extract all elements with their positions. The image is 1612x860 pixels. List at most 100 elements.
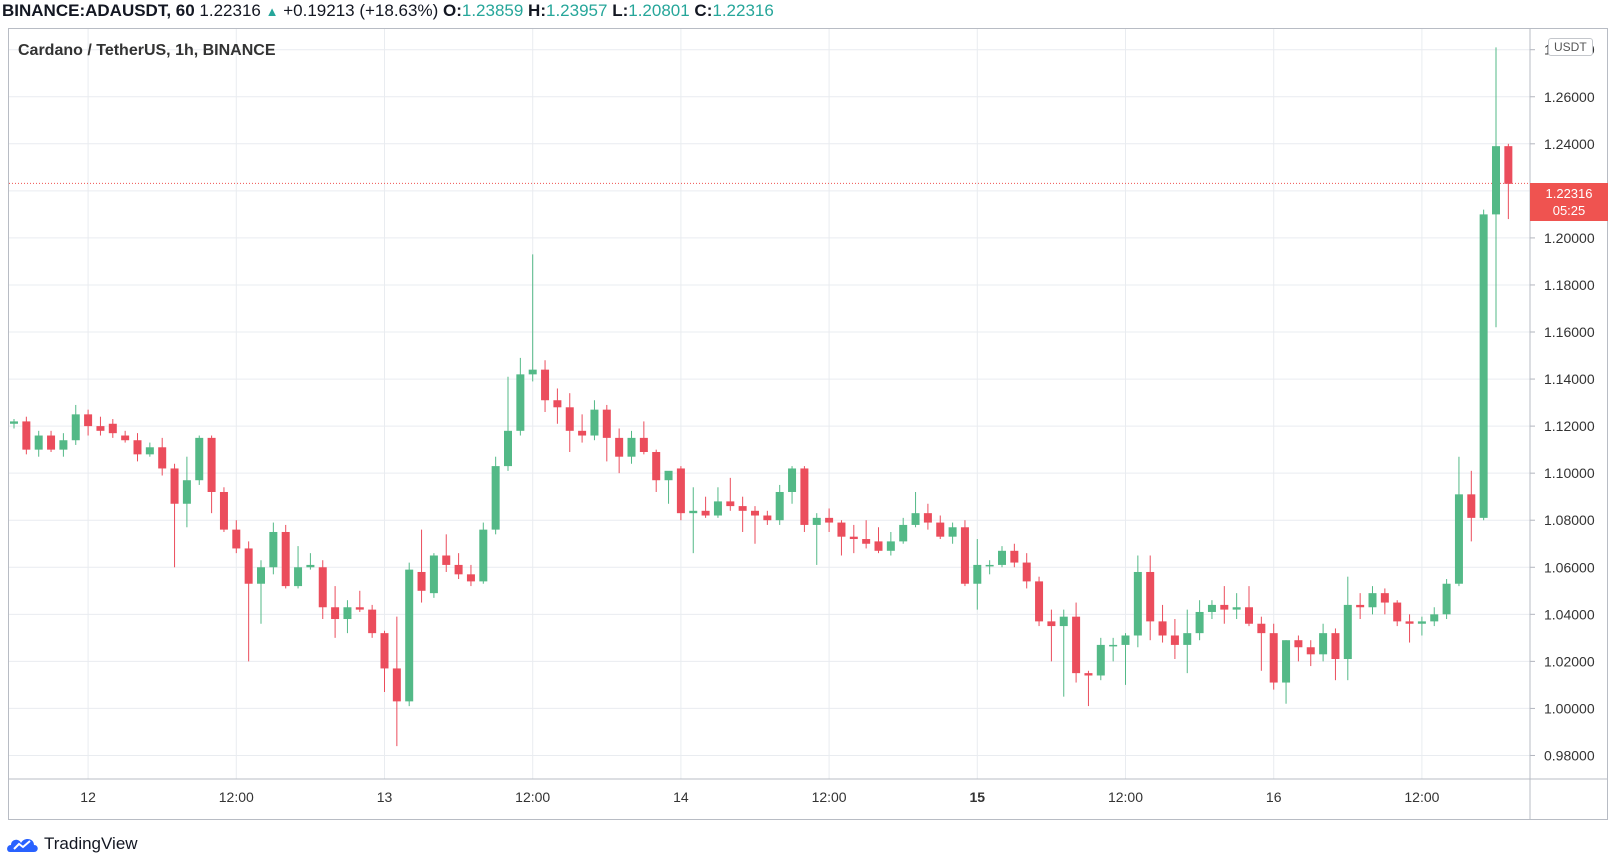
candle-body (281, 531, 290, 587)
x-tick-label: 12:00 (1108, 789, 1143, 805)
chart-frame[interactable] (8, 28, 1608, 820)
last-price-tag: 1.22316 05:25 (1530, 183, 1608, 221)
candle-body (1282, 640, 1291, 683)
candle-body (479, 529, 488, 582)
x-tick-label: 16 (1266, 789, 1282, 805)
candle-body (355, 607, 364, 610)
candle-body (318, 567, 327, 608)
candle-body (1356, 604, 1365, 608)
candle-body (627, 437, 636, 457)
open-value: 1.23859 (461, 1, 524, 20)
candle-body (960, 527, 969, 584)
candle-body (775, 491, 784, 521)
candle-body (541, 369, 550, 401)
candle-body (1380, 593, 1389, 603)
candle-body (1158, 621, 1167, 636)
candle-body (121, 435, 130, 441)
candle-body (849, 536, 858, 540)
candle-body (1417, 621, 1426, 624)
x-tick-label: 13 (377, 789, 393, 805)
candle-body (1207, 604, 1216, 612)
candle-body (862, 539, 871, 544)
candle-body (1183, 633, 1192, 645)
candle-body (1257, 623, 1266, 634)
candle-body (911, 513, 920, 525)
candle-body (1084, 673, 1093, 676)
candle-body (1096, 644, 1105, 676)
candle-body (751, 510, 759, 516)
candle-body (1022, 562, 1031, 582)
candle-body (985, 564, 994, 567)
candle-body (269, 531, 278, 568)
candle-body (713, 501, 722, 516)
candle-body (47, 435, 56, 450)
brand-name: TradingView (44, 834, 138, 853)
candle-body (454, 564, 463, 575)
candle-body (158, 447, 167, 469)
candle-body (405, 569, 414, 702)
candle-body (1492, 146, 1500, 215)
candle-body (343, 607, 352, 620)
tradingview-cloud-icon (7, 839, 38, 852)
candle-body (1047, 621, 1056, 627)
candle-body (108, 423, 117, 434)
candle-body (923, 513, 932, 523)
y-tick-label: 1.18000 (1544, 277, 1595, 293)
candle-body (1393, 602, 1402, 622)
candle-body (244, 548, 253, 584)
candle-body (1121, 635, 1130, 645)
candle-body (886, 541, 895, 551)
x-tick-label: 12:00 (812, 789, 847, 805)
candle-body (825, 517, 834, 523)
currency-label[interactable]: USDT (1548, 38, 1593, 56)
candle-body (664, 470, 673, 481)
candle-body (812, 517, 821, 525)
candle-body (331, 607, 340, 620)
x-tick-label: 12:00 (1404, 789, 1439, 805)
y-tick-label: 1.26000 (1544, 89, 1595, 105)
y-tick-label: 1.10000 (1544, 465, 1595, 481)
candle-body (96, 426, 105, 431)
y-tick-label: 1.14000 (1544, 371, 1595, 387)
candle-body (1504, 146, 1513, 184)
candle-body (1072, 616, 1081, 674)
candle-body (874, 541, 883, 551)
candle-body (553, 400, 562, 408)
candle-body (1133, 571, 1142, 636)
tradingview-logo[interactable]: TradingView (6, 832, 138, 856)
symbol-header: BINANCE:ADAUSDT, 60 1.22316 ▲ +0.19213 (… (0, 0, 1612, 24)
candle-body (232, 529, 241, 549)
y-tick-label: 1.20000 (1544, 230, 1595, 246)
candle-body (763, 515, 772, 521)
close-value: 1.22316 (712, 1, 774, 20)
candle-body (676, 468, 685, 514)
high-value: 1.23957 (546, 1, 608, 20)
x-tick-label: 15 (970, 789, 986, 805)
x-tick-label: 12:00 (219, 789, 254, 805)
candle-body (1035, 581, 1044, 622)
y-tick-label: 1.16000 (1544, 324, 1595, 340)
candle-body (1306, 647, 1315, 655)
candle-body (380, 633, 389, 669)
open-label: O: (442, 1, 462, 20)
candle-body (652, 451, 661, 481)
candle-body (504, 430, 512, 467)
candle-body (1368, 593, 1377, 608)
candle-body (701, 510, 710, 516)
candle-body (578, 430, 587, 436)
candle-body (1232, 607, 1241, 610)
y-tick-label: 1.02000 (1544, 653, 1595, 669)
candle-body (10, 421, 18, 424)
candle-body (726, 501, 735, 507)
candle-body (615, 437, 624, 457)
last-price: 1.22316 (199, 1, 261, 20)
candle-body (491, 466, 500, 530)
candle-body (1479, 214, 1488, 518)
candle-body (306, 564, 315, 568)
candle-body (257, 567, 265, 584)
candle-body (1195, 611, 1204, 634)
candle-body (1220, 604, 1229, 610)
candle-body (1294, 640, 1303, 648)
candle-body (195, 437, 204, 481)
